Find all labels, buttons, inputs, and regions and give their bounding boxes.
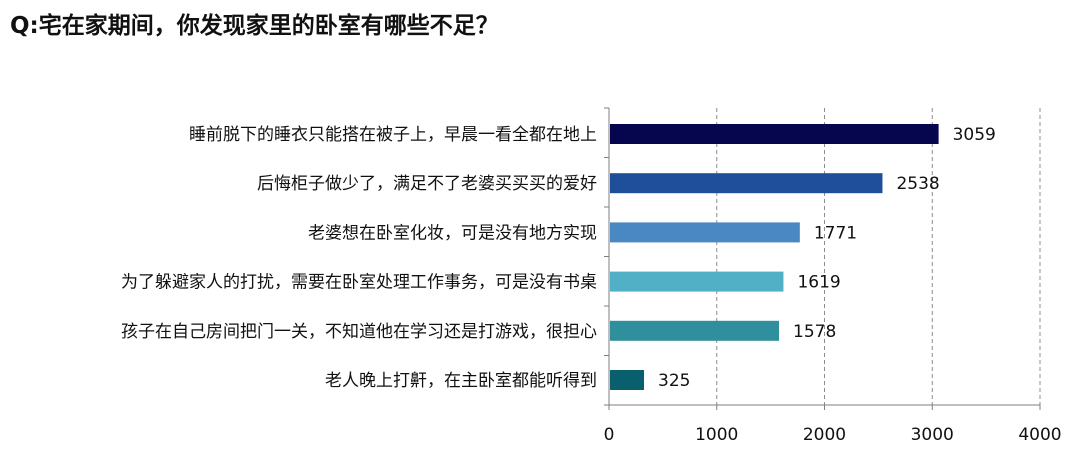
data-label: 2538 xyxy=(896,174,939,194)
bar xyxy=(610,222,800,243)
bar xyxy=(610,271,784,292)
bar xyxy=(610,320,780,341)
bar xyxy=(610,124,939,144)
x-tick-label: 0 xyxy=(604,425,615,445)
category-label: 后悔柜子做少了，满足不了老婆买买买的爱好 xyxy=(257,174,597,194)
category-label: 老婆想在卧室化妆，可是没有地方实现 xyxy=(308,223,597,243)
data-label: 1619 xyxy=(797,273,840,293)
data-label: 1578 xyxy=(793,322,836,342)
data-label: 3059 xyxy=(953,125,996,145)
bar xyxy=(610,173,883,194)
x-tick-label: 3000 xyxy=(911,425,954,445)
category-label: 睡前脱下的睡衣只能搭在被子上，早晨一看全都在地上 xyxy=(189,125,597,145)
category-label: 老人晚上打鼾，在主卧室都能听得到 xyxy=(325,371,597,391)
category-label: 孩子在自己房间把门一关，不知道他在学习还是打游戏，很担心 xyxy=(121,322,597,342)
x-tick-label: 1000 xyxy=(695,425,738,445)
x-tick-label: 4000 xyxy=(1018,425,1061,445)
category-label: 为了躲避家人的打扰，需要在卧室处理工作事务，可是没有书桌 xyxy=(121,273,597,293)
bar xyxy=(610,370,645,390)
data-label: 325 xyxy=(658,371,690,391)
x-tick-label: 2000 xyxy=(803,425,846,445)
chart-title: Q:宅在家期间，你发现家里的卧室有哪些不足？ xyxy=(10,13,499,39)
data-label: 1771 xyxy=(814,223,857,243)
